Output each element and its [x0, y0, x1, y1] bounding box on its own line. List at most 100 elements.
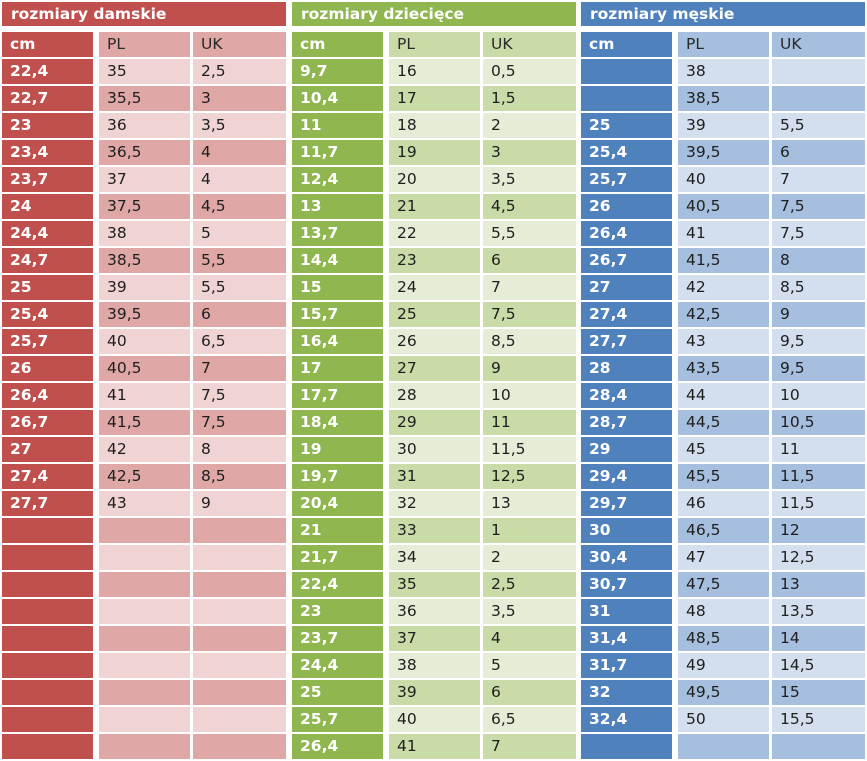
cell-uk: 6,5	[193, 329, 286, 354]
cell-uk: 9	[772, 302, 865, 327]
cell-cm: 30	[581, 518, 672, 543]
table-row: 24 37,5 4,5	[0, 194, 288, 221]
cell-cm: 19	[292, 437, 383, 462]
cell-pl: 48,5	[678, 626, 769, 651]
cell-uk	[193, 572, 286, 597]
cell-uk	[772, 59, 865, 84]
cell-cm: 24,4	[2, 221, 93, 246]
table-row: 29,4 45,5 11,5	[579, 464, 867, 491]
cell-pl: 44,5	[678, 410, 769, 435]
cell-cm: 11	[292, 113, 383, 138]
table-row: 24,4 38 5	[0, 221, 288, 248]
cell-cm	[581, 59, 672, 84]
cell-cm: 20,4	[292, 491, 383, 516]
table-header-row: cm PL UK	[0, 32, 288, 59]
table-row: 20,4 32 13	[290, 491, 578, 518]
table-row: 30 46,5 12	[579, 518, 867, 545]
cell-pl: 38	[678, 59, 769, 84]
table-row: 16,4 26 8,5	[290, 329, 578, 356]
cell-cm: 19,7	[292, 464, 383, 489]
cell-pl: 40	[99, 329, 190, 354]
table-row: 38	[579, 59, 867, 86]
cell-uk: 3,5	[483, 599, 576, 624]
cell-uk: 10	[483, 383, 576, 408]
cell-pl: 39,5	[678, 140, 769, 165]
cell-uk: 10,5	[772, 410, 865, 435]
cell-uk: 2,5	[193, 59, 286, 84]
cell-uk: 7	[483, 734, 576, 759]
table-row: 23 36 3,5	[290, 599, 578, 626]
table-row: 26,4 41 7,5	[0, 383, 288, 410]
cell-cm: 31	[581, 599, 672, 624]
table-row: 27 42 8,5	[579, 275, 867, 302]
table-row: 31,7 49 14,5	[579, 653, 867, 680]
cell-pl: 24	[389, 275, 480, 300]
cell-cm: 23	[292, 599, 383, 624]
cell-pl: 43,5	[678, 356, 769, 381]
cell-cm: 32	[581, 680, 672, 705]
cell-uk: 5,5	[193, 248, 286, 273]
table-row: 17 27 9	[290, 356, 578, 383]
cell-pl: 26	[389, 329, 480, 354]
cell-pl: 16	[389, 59, 480, 84]
cell-cm	[2, 626, 93, 651]
cell-pl	[99, 572, 190, 597]
cell-pl	[99, 545, 190, 570]
table-row: 27,4 42,5 9	[579, 302, 867, 329]
cell-pl: 28	[389, 383, 480, 408]
cell-uk: 11,5	[483, 437, 576, 462]
table-row: 14,4 23 6	[290, 248, 578, 275]
cell-uk: 6	[193, 302, 286, 327]
cell-uk: 9	[193, 491, 286, 516]
table-row: 26 40,5 7	[0, 356, 288, 383]
cell-uk	[193, 518, 286, 543]
cell-pl: 45,5	[678, 464, 769, 489]
cell-pl: 37,5	[99, 194, 190, 219]
header-cm: cm	[2, 32, 93, 57]
cell-cm: 24,4	[292, 653, 383, 678]
cell-uk	[193, 680, 286, 705]
cell-cm: 26,4	[581, 221, 672, 246]
cell-cm: 15	[292, 275, 383, 300]
table-row: 28 43,5 9,5	[579, 356, 867, 383]
table-row: 27,7 43 9,5	[579, 329, 867, 356]
cell-uk: 11,5	[772, 464, 865, 489]
cell-pl: 41	[99, 383, 190, 408]
cell-pl: 43	[99, 491, 190, 516]
cell-cm	[581, 86, 672, 111]
cell-cm: 23	[2, 113, 93, 138]
cell-cm	[2, 707, 93, 732]
cell-cm: 18,4	[292, 410, 383, 435]
table-row: 12,4 20 3,5	[290, 167, 578, 194]
cell-cm: 14,4	[292, 248, 383, 273]
cell-pl	[99, 626, 190, 651]
table-row: 24,4 38 5	[290, 653, 578, 680]
cell-uk: 4	[193, 167, 286, 192]
cell-uk	[193, 707, 286, 732]
cell-pl: 29	[389, 410, 480, 435]
table-row: 17,7 28 10	[290, 383, 578, 410]
cell-uk: 7,5	[483, 302, 576, 327]
table-row: 25,4 39,5 6	[579, 140, 867, 167]
cell-pl: 21	[389, 194, 480, 219]
cell-cm: 27,4	[2, 464, 93, 489]
table-row: 25 39 6	[290, 680, 578, 707]
table-row: 25 39 5,5	[579, 113, 867, 140]
cell-cm: 25	[292, 680, 383, 705]
table-row: 23,4 36,5 4	[0, 140, 288, 167]
size-table-men: rozmiary męskie cm PL UK 38 38,5 25 39 5,5 25,4 39…	[579, 0, 867, 760]
cell-uk: 11,5	[772, 491, 865, 516]
cell-cm: 9,7	[292, 59, 383, 84]
cell-uk: 7,5	[772, 194, 865, 219]
cell-uk	[772, 734, 865, 759]
table-row: 15 24 7	[290, 275, 578, 302]
cell-uk: 9,5	[772, 329, 865, 354]
table-row: 11 18 2	[290, 113, 578, 140]
cell-cm: 29,4	[581, 464, 672, 489]
cell-cm: 26	[581, 194, 672, 219]
cell-pl: 17	[389, 86, 480, 111]
table-row: 18,4 29 11	[290, 410, 578, 437]
cell-uk	[193, 626, 286, 651]
cell-cm: 17,7	[292, 383, 383, 408]
table-row: 9,7 16 0,5	[290, 59, 578, 86]
